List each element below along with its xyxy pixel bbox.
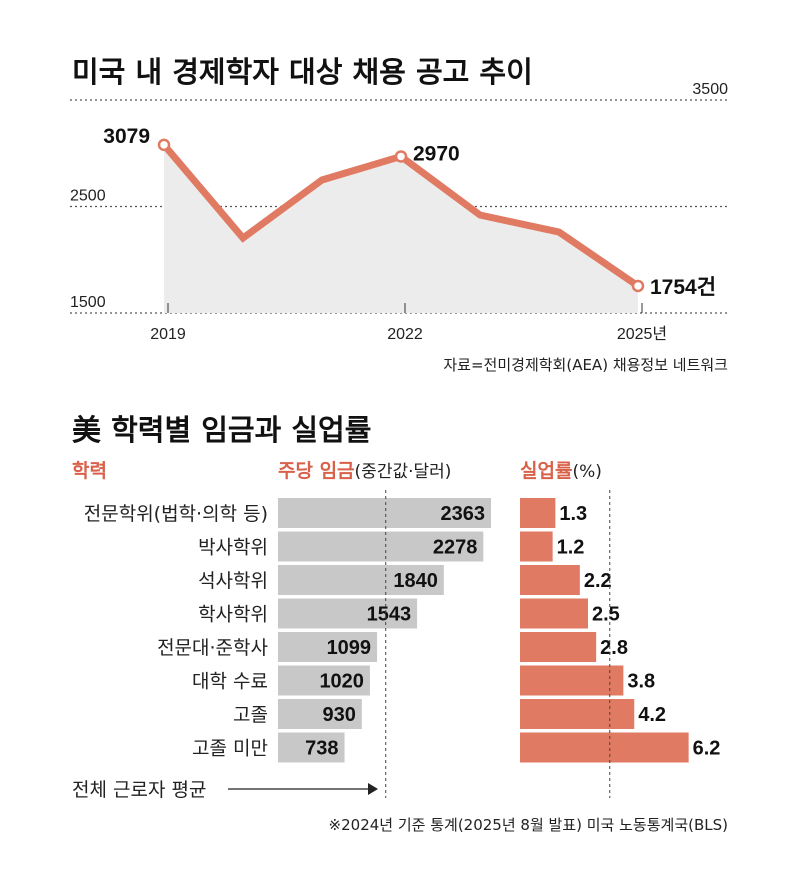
y-tick-label: 3500 xyxy=(692,81,728,98)
wage-bar xyxy=(278,632,378,662)
data-label: 2970 xyxy=(413,142,460,165)
wage-value-label: 1543 xyxy=(367,604,412,626)
wage-value-label: 1020 xyxy=(319,671,364,693)
unemployment-bar xyxy=(520,699,635,729)
unemployment-series-name: 실업률 xyxy=(520,460,572,482)
unemployment-value-label: 6.2 xyxy=(693,738,721,760)
wage-series-unit: (중간값·달러) xyxy=(355,462,452,482)
x-tick-label: 2025년 xyxy=(617,325,667,343)
wage-header: 주당 임금(중간값·달러) xyxy=(278,460,451,482)
wage-value-label: 1099 xyxy=(327,637,372,659)
unemployment-value-label: 3.8 xyxy=(627,671,655,693)
bar-chart-note: ※2024년 기준 통계(2025년 8월 발표) 미국 노동통계국(BLS) xyxy=(329,816,728,834)
wage-bar xyxy=(278,565,444,595)
y-tick-label: 1500 xyxy=(70,294,106,311)
wage-value-label: 2278 xyxy=(433,537,478,559)
data-label: 3079 xyxy=(103,125,150,148)
line-chart-source: 자료=전미경제학회(AEA) 채용정보 네트워크 xyxy=(443,356,728,374)
unemployment-bar xyxy=(520,531,553,562)
unemployment-value-label: 1.2 xyxy=(557,537,585,559)
data-point-marker xyxy=(394,150,408,163)
category-label: 고졸 미만 xyxy=(192,738,268,760)
unemployment-bar xyxy=(520,732,689,763)
wage-value-label: 930 xyxy=(322,704,355,726)
wage-bar xyxy=(278,665,370,696)
average-label: 전체 근로자 평균 xyxy=(72,779,206,801)
category-label: 석사학위 xyxy=(198,570,268,592)
wage-value-label: 2363 xyxy=(441,503,486,525)
category-label: 학사학위 xyxy=(198,604,268,626)
wage-bar xyxy=(278,531,484,562)
category-label: 고졸 xyxy=(233,704,268,726)
bar-chart-title: 美 학력별 임금과 실업률 xyxy=(72,413,371,447)
category-label: 전문대·준학사 xyxy=(157,637,268,659)
data-point-marker xyxy=(631,279,645,293)
wage-bar xyxy=(278,598,418,629)
wage-value-label: 738 xyxy=(305,738,338,760)
wage-value-label: 1840 xyxy=(393,570,438,592)
area-fill xyxy=(164,144,638,313)
unemployment-value-label: 4.2 xyxy=(638,704,666,726)
unemployment-value-label: 1.3 xyxy=(559,503,587,525)
unemployment-series-unit: (%) xyxy=(572,462,601,482)
unemployment-value-label: 2.8 xyxy=(600,637,628,659)
category-label: 대학 수료 xyxy=(192,671,268,693)
wage-bar xyxy=(278,699,362,729)
wage-bar xyxy=(278,498,491,528)
x-tick-label: 2019 xyxy=(150,326,186,343)
unemployment-header: 실업률(%) xyxy=(520,460,602,482)
wage-bar xyxy=(278,732,345,763)
unemployment-bar xyxy=(520,565,580,595)
y-tick-label: 2500 xyxy=(70,188,106,205)
unemployment-bar xyxy=(520,632,597,662)
category-header: 학력 xyxy=(72,460,107,482)
wage-series-name: 주당 임금 xyxy=(278,460,355,482)
data-point-marker xyxy=(157,138,171,152)
average-arrowhead xyxy=(368,783,378,795)
unemployment-value-label: 2.5 xyxy=(592,604,620,626)
unemployment-bar xyxy=(520,665,624,696)
x-tick-label: 2022 xyxy=(387,326,423,343)
category-label: 전문학위(법학·의학 등) xyxy=(84,503,268,525)
line-chart-title: 미국 내 경제학자 대상 채용 공고 추이 xyxy=(72,55,533,89)
data-label: 1754건 xyxy=(650,276,716,299)
unemployment-bar xyxy=(520,598,588,629)
unemployment-value-label: 2.2 xyxy=(584,570,612,592)
category-label: 박사학위 xyxy=(198,537,268,559)
unemployment-bar xyxy=(520,498,556,528)
